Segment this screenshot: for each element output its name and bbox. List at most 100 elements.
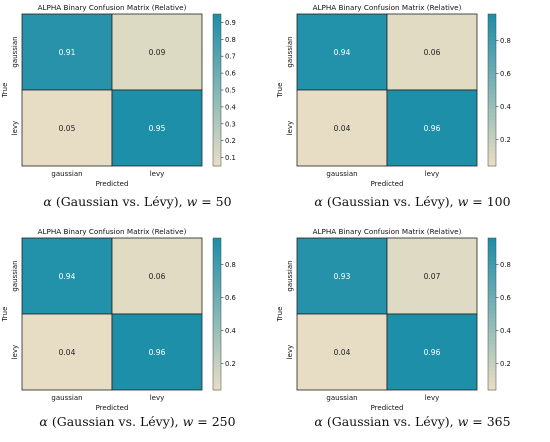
colorbar-segment (488, 147, 496, 152)
colorbar-segment (488, 340, 496, 345)
colorbar-segment (213, 325, 221, 330)
caption-eq: = 365 (468, 414, 511, 429)
colorbar-tick-label: 0.5 (225, 87, 236, 95)
cell-value-label: 0.96 (149, 348, 166, 357)
chart-title: ALPHA Binary Confusion Matrix (Relative) (313, 3, 462, 12)
panel-w250: ALPHA Binary Confusion Matrix (Relative)… (0, 224, 275, 442)
cell-value-label: 0.07 (424, 272, 441, 281)
heatmap-cell (111, 13, 203, 91)
colorbar-segment (488, 329, 496, 334)
y-tick-label: gaussian (286, 36, 294, 67)
colorbar-segment (213, 302, 221, 307)
colorbar-segment (488, 59, 496, 64)
colorbar-segment (488, 71, 496, 76)
colorbar-segment (213, 382, 221, 387)
colorbar-tick-label: 0.2 (500, 360, 511, 368)
caption-eq: = 250 (193, 414, 236, 429)
colorbar-segment (488, 158, 496, 163)
colorbar-segment (213, 272, 221, 277)
colorbar-segment (213, 29, 221, 34)
heatmap-cell (296, 237, 388, 315)
colorbar-segment (213, 352, 221, 357)
colorbar-segment (488, 238, 496, 243)
colorbar-segment (213, 33, 221, 38)
colorbar-tick-label: 0.4 (500, 103, 511, 111)
colorbar-tick-label: 0.3 (225, 120, 236, 128)
cell-value-label: 0.04 (334, 348, 351, 357)
colorbar-segment (488, 14, 496, 19)
colorbar-segment (213, 317, 221, 323)
caption-w: w (457, 414, 469, 429)
caption-alpha: α (39, 414, 48, 429)
y-axis-label: True (276, 307, 284, 323)
colorbar-segment (488, 306, 496, 311)
colorbar-segment (488, 154, 496, 159)
colorbar-segment (213, 378, 221, 383)
colorbar-segment (213, 162, 221, 167)
x-tick-label: levy (150, 394, 165, 402)
colorbar-segment (213, 59, 221, 64)
confusion-matrix-chart-1: ALPHA Binary Confusion Matrix (Relative)… (1, 3, 236, 188)
heatmap-cell (111, 237, 203, 315)
colorbar-segment (488, 363, 496, 368)
colorbar-segment (213, 329, 221, 334)
colorbar-segment (488, 124, 496, 129)
colorbar-segment (488, 279, 496, 285)
colorbar-segment (488, 378, 496, 383)
colorbar-segment (213, 386, 221, 391)
colorbar-segment (213, 109, 221, 114)
heatmap-cell (296, 89, 388, 167)
colorbar-segment (213, 314, 221, 319)
x-tick-label: levy (425, 170, 440, 178)
colorbar-segment (213, 93, 221, 99)
colorbar-segment (213, 97, 221, 102)
colorbar-segment (488, 264, 496, 269)
colorbar-segment (488, 63, 496, 68)
heatmap-cell (21, 89, 113, 167)
cell-value-label: 0.93 (334, 272, 351, 281)
colorbar-segment (213, 139, 221, 144)
colorbar-segment (213, 374, 221, 380)
colorbar-segment (488, 135, 496, 140)
colorbar-segment (488, 128, 496, 133)
caption-1: α (Gaussian vs. Lévy), w = 50 (0, 194, 275, 209)
chart-title: ALPHA Binary Confusion Matrix (Relative) (38, 227, 187, 236)
colorbar-segment (213, 74, 221, 80)
cell-value-label: 0.06 (149, 272, 166, 281)
heatmap-cell (21, 237, 113, 315)
colorbar-segment (488, 112, 496, 118)
caption-3: α (Gaussian vs. Lévy), w = 250 (0, 414, 275, 429)
y-tick-label: gaussian (286, 260, 294, 291)
y-tick-label: levy (11, 345, 19, 360)
confusion-matrix-chart-4: ALPHA Binary Confusion Matrix (Relative)… (276, 227, 511, 412)
cell-value-label: 0.94 (59, 272, 76, 281)
chart-title: ALPHA Binary Confusion Matrix (Relative) (38, 3, 187, 12)
caption-alpha: α (314, 194, 323, 209)
y-tick-label: gaussian (11, 36, 19, 67)
colorbar-segment (213, 283, 221, 288)
colorbar-segment (488, 276, 496, 281)
colorbar-segment (488, 120, 496, 125)
colorbar-segment (488, 143, 496, 148)
colorbar-segment (213, 90, 221, 95)
colorbar-segment (488, 78, 496, 83)
colorbar-segment (213, 131, 221, 137)
colorbar-segment (213, 333, 221, 338)
colorbar-segment (213, 268, 221, 273)
colorbar-segment (213, 306, 221, 311)
colorbar-segment (488, 55, 496, 61)
heatmap-cell (21, 13, 113, 91)
y-tick-label: levy (286, 121, 294, 136)
colorbar-tick-label: 0.4 (500, 327, 511, 335)
colorbar-segment (488, 40, 496, 45)
colorbar-segment (213, 124, 221, 129)
colorbar-segment (488, 336, 496, 342)
colorbar-segment (488, 86, 496, 91)
colorbar-segment (213, 154, 221, 159)
colorbar-tick-label: 0.2 (225, 360, 236, 368)
colorbar-segment (213, 238, 221, 243)
colorbar-segment (213, 253, 221, 258)
cell-value-label: 0.04 (59, 348, 76, 357)
colorbar-segment (488, 25, 496, 30)
colorbar-segment (488, 348, 496, 353)
